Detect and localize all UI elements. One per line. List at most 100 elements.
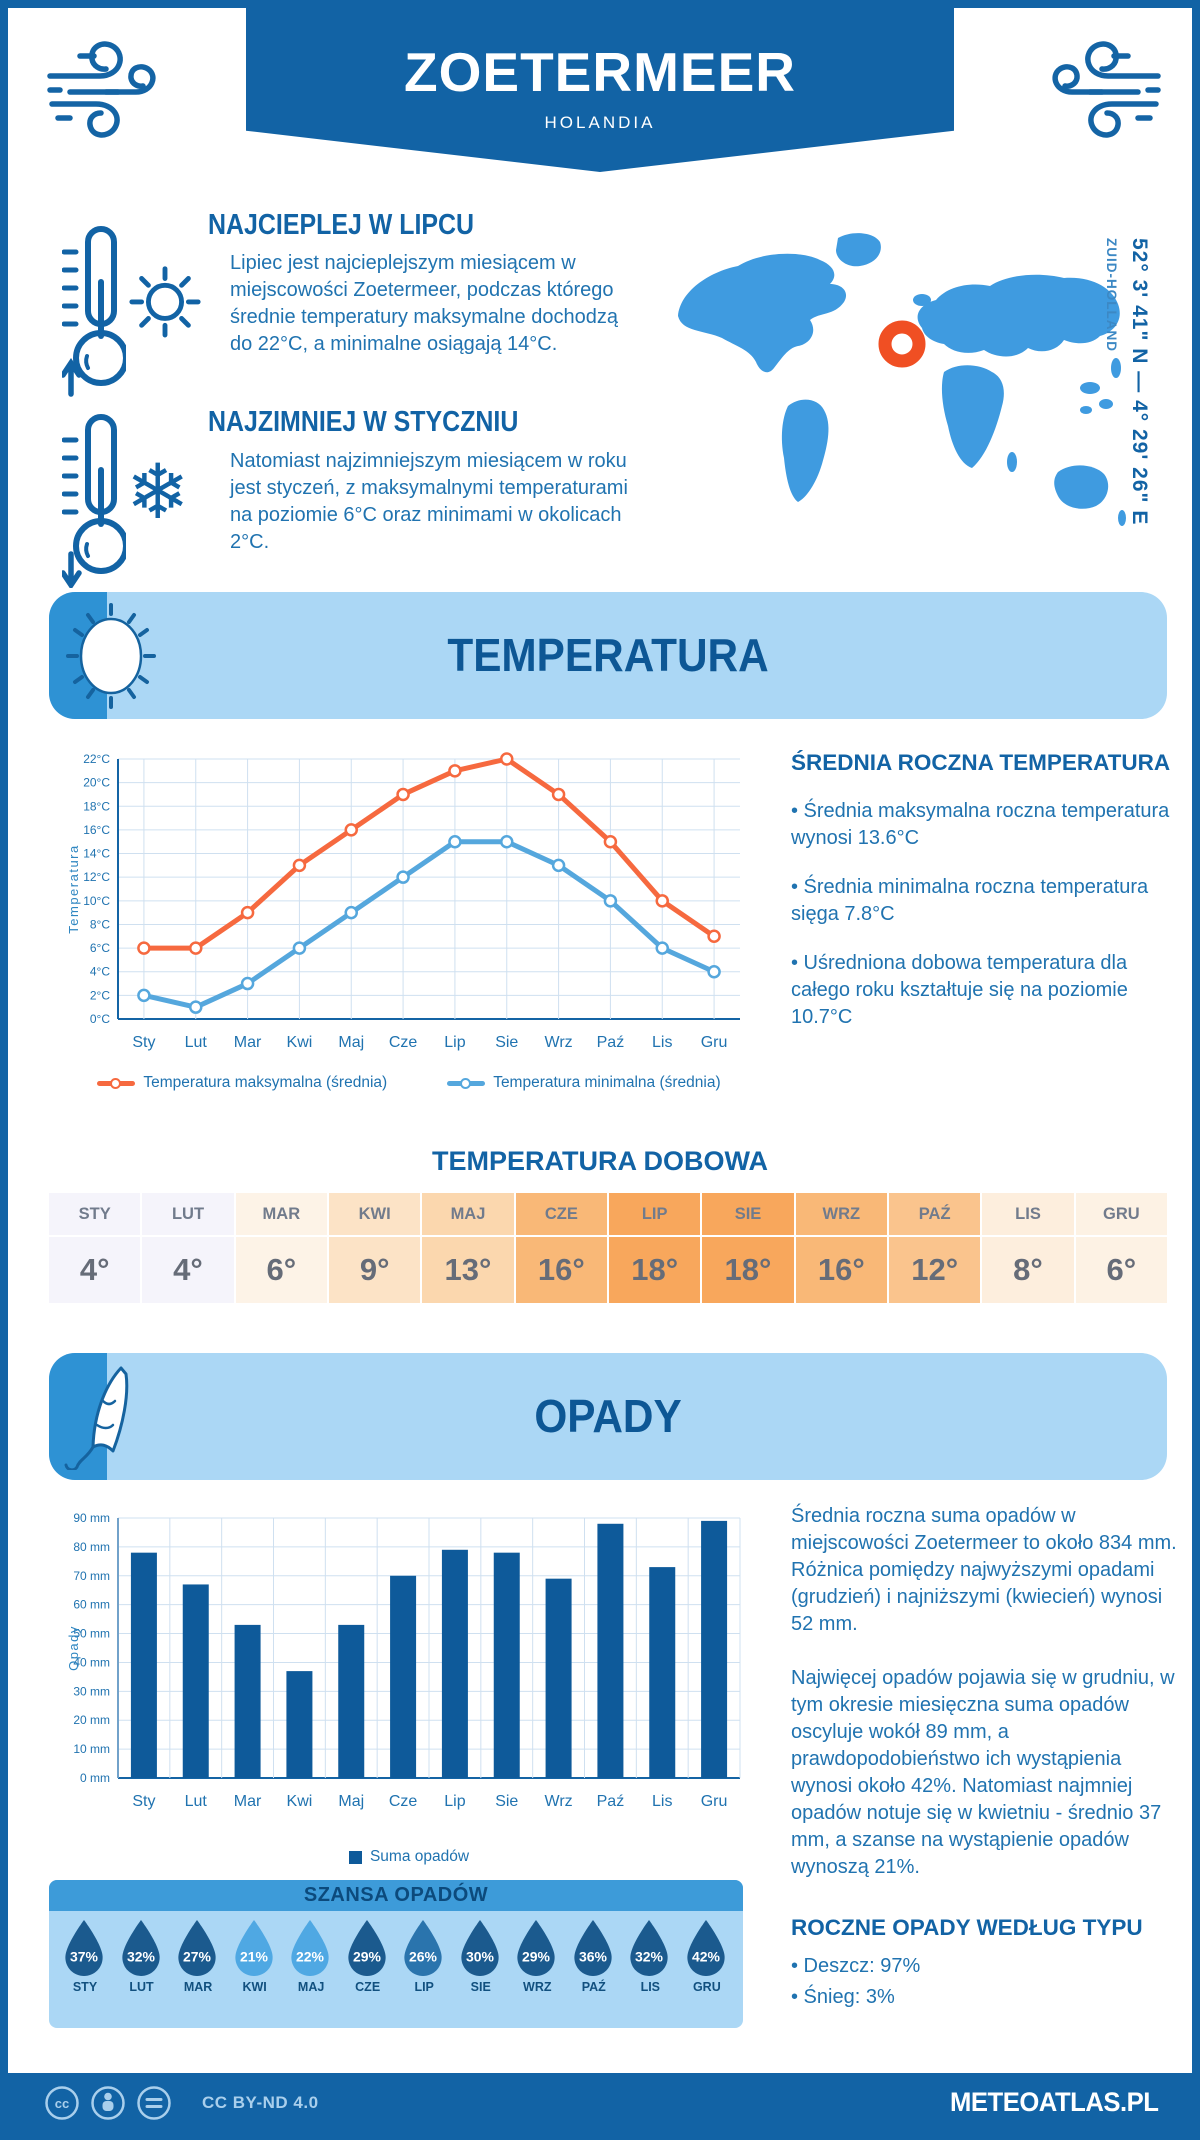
daily-temp-value: 8° — [1013, 1252, 1043, 1287]
temperature-chart-legend: Temperatura maksymalna (średnia) Tempera… — [64, 1074, 754, 1092]
rain-chance-drop: 26% LIP — [400, 1919, 448, 1994]
daily-temp-column: WRZ 16° — [795, 1193, 887, 1303]
site-name: METEOATLAS.PL — [949, 2087, 1158, 2117]
svg-text:29%: 29% — [353, 1948, 382, 1964]
rain-chance-month: LUT — [129, 1980, 154, 1994]
daily-temp-month: STY — [49, 1193, 141, 1237]
svg-text:Mar: Mar — [234, 1034, 262, 1051]
svg-text:Paź: Paź — [597, 1793, 625, 1810]
daily-temp-value: 13° — [444, 1252, 492, 1287]
svg-text:14°C: 14°C — [83, 847, 110, 861]
precipitation-banner: OPADY — [49, 1353, 1167, 1480]
umbrella-icon — [64, 1366, 129, 1470]
daily-temp-column: MAR 6° — [235, 1193, 327, 1303]
raindrop-icon: 26% — [404, 1920, 442, 1976]
svg-text:Kwi: Kwi — [287, 1793, 313, 1810]
highlight-warm-text: Lipiec jest najcieplejszym miesiącem w m… — [230, 252, 618, 355]
coordinates-text: 52° 3' 41" N — 4° 29' 26" E — [1128, 238, 1151, 526]
svg-text:0 mm: 0 mm — [80, 1771, 110, 1785]
rain-chance-drop: 29% WRZ — [513, 1919, 561, 1994]
precipitation-chart-legend: Suma opadów — [64, 1848, 754, 1866]
rain-chance-month: PAŹ — [581, 1980, 606, 1994]
rain-chance-month: GRU — [692, 1980, 721, 1994]
daily-temp-column: LIS 8° — [982, 1193, 1074, 1303]
daily-temp-month: LUT — [142, 1193, 234, 1237]
svg-text:Lut: Lut — [185, 1793, 208, 1810]
geo-coordinates: 52° 3' 41" N — 4° 29' 26" E ZUID-HOLLAND — [1104, 238, 1151, 578]
svg-text:37%: 37% — [70, 1948, 99, 1964]
daily-temp-column: CZE 16° — [515, 1193, 607, 1303]
legend-max-label: Temperatura maksymalna (średnia) — [143, 1074, 388, 1091]
svg-text:60 mm: 60 mm — [73, 1598, 110, 1612]
footer: cc CC BY-ND 4.0 METEOATLAS.PL — [8, 2073, 1192, 2132]
svg-text:90 mm: 90 mm — [73, 1511, 110, 1525]
rain-chance-drop: 42% GRU — [683, 1919, 731, 1994]
daily-temp-month: KWI — [329, 1193, 421, 1237]
svg-text:6°C: 6°C — [90, 941, 110, 955]
creative-commons-icons: cc — [45, 2085, 171, 2120]
svg-text:Gru: Gru — [701, 1034, 728, 1051]
svg-text:Wrz: Wrz — [545, 1793, 573, 1810]
daily-temp-value: 4° — [173, 1252, 203, 1287]
svg-text:cc: cc — [55, 2096, 69, 2111]
location-marker — [878, 320, 926, 368]
rain-chance-drop: 32% LUT — [118, 1919, 166, 1994]
legend-sum-square-icon — [348, 1850, 362, 1864]
region-text: ZUID-HOLLAND — [1104, 238, 1119, 352]
svg-text:32%: 32% — [127, 1948, 156, 1964]
precipitation-paragraph: Najwięcej opadów pojawia się w grudniu, … — [791, 1667, 1175, 1878]
legend-item-sum: Suma opadów — [348, 1848, 469, 1866]
daily-temp-month: PAŹ — [889, 1193, 981, 1237]
page-subtitle: HOLANDIA — [544, 113, 656, 132]
daily-temp-value: 18° — [631, 1252, 679, 1287]
sun-icon — [129, 266, 201, 338]
svg-text:8°C: 8°C — [90, 917, 110, 931]
svg-text:32%: 32% — [635, 1948, 664, 1964]
highlight-cold-title: NAJZIMNIEJ W STYCZNIU — [208, 406, 519, 438]
temperature-bullet: • Uśredniona dobowa temperatura dla całe… — [791, 952, 1128, 1028]
highlight-cold-text: Natomiast najzimniejszym miesiącem w rok… — [230, 450, 628, 553]
svg-text:40 mm: 40 mm — [73, 1655, 110, 1669]
temperature-aside-title: ŚREDNIA ROCZNA TEMPERATURA — [791, 750, 1171, 775]
svg-text:Lip: Lip — [444, 1034, 465, 1051]
svg-text:18°C: 18°C — [83, 799, 110, 813]
svg-text:21%: 21% — [240, 1948, 269, 1964]
thermometer-down-icon — [62, 414, 126, 588]
svg-text:Opady: Opady — [66, 1625, 81, 1671]
daily-temp-value: 4° — [79, 1252, 110, 1287]
rain-chance-month: LIS — [640, 1980, 661, 1994]
temperature-aside: ŚREDNIA ROCZNA TEMPERATURA • Średnia mak… — [791, 750, 1177, 1031]
svg-text:Sie: Sie — [495, 1034, 518, 1051]
rain-chance-drop: 29% CZE — [344, 1919, 392, 1994]
svg-text:Cze: Cze — [389, 1793, 418, 1810]
rain-chance-month: KWI — [242, 1980, 267, 1994]
rain-chance-month: SIE — [470, 1980, 491, 1994]
temperature-bullet: • Średnia maksymalna roczna temperatura … — [791, 800, 1170, 849]
header-banner: ZOETERMEER HOLANDIA — [246, 8, 954, 172]
svg-text:Temperatura: Temperatura — [66, 844, 81, 933]
svg-text:Lis: Lis — [652, 1034, 672, 1051]
rain-chance-month: MAJ — [297, 1980, 325, 1994]
rain-chance-drop: 27% MAR — [174, 1919, 222, 1994]
svg-text:Sty: Sty — [132, 1034, 155, 1051]
precipitation-chance-drops: 37% STY 32% LUT 27% MAR 21% KWI 22% MAJ … — [49, 1911, 743, 1994]
daily-temp-month: GRU — [1075, 1193, 1167, 1237]
daily-temp-value: 16° — [817, 1252, 865, 1287]
svg-text:Maj: Maj — [338, 1034, 364, 1051]
svg-text:Cze: Cze — [389, 1034, 418, 1051]
precipitation-type-title: ROCZNE OPADY WEDŁUG TYPU — [791, 1915, 1143, 1940]
raindrop-icon: 32% — [630, 1920, 668, 1976]
svg-text:80 mm: 80 mm — [73, 1540, 110, 1554]
svg-text:Sty: Sty — [132, 1793, 155, 1810]
svg-text:4°C: 4°C — [90, 965, 110, 979]
daily-temp-value: 16° — [537, 1252, 585, 1287]
raindrop-icon: 21% — [234, 1920, 273, 1976]
daily-temp-month: WRZ — [795, 1193, 887, 1237]
daily-temp-value: 12° — [911, 1252, 959, 1287]
rain-chance-drop: 21% KWI — [231, 1919, 279, 1994]
raindrop-icon: 30% — [461, 1920, 499, 1976]
precipitation-chance-panel: SZANSA OPADÓW 37% STY 32% LUT 27% MAR 21… — [49, 1880, 743, 2028]
daily-temp-value: 18° — [724, 1252, 772, 1287]
precipitation-type-bullet: • Śnieg: 3% — [791, 1986, 895, 2008]
raindrop-icon: 37% — [65, 1920, 103, 1976]
